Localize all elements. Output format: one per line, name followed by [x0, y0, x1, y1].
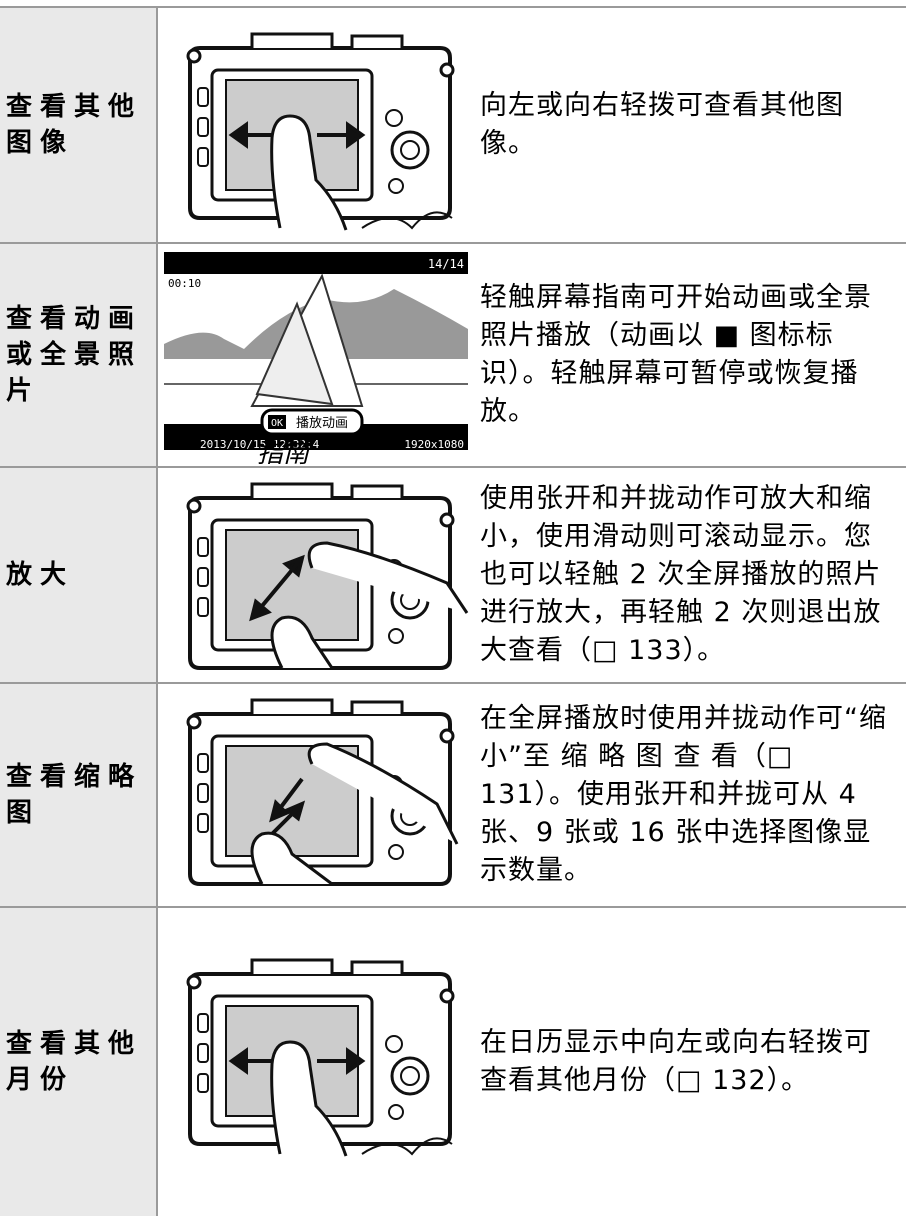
- file-number: 100-0014: [202, 427, 255, 440]
- date-time: 2013/10/15 12:32:4: [200, 438, 320, 451]
- row-description: 向左或向右轻拨可查看其他图像。: [480, 90, 844, 159]
- row-description: 在日历显示中向左或向右轻拨可查看其他月份（□ 132）。: [480, 1027, 872, 1096]
- table-row: 查看动画或全景照片 OK 播放动画 14/14 00:10 100-0014 2…: [0, 242, 906, 469]
- camera-illustration: [186, 32, 455, 232]
- table-row: 查看缩略图 在全屏播放时使用并拢动作可“缩 小”至 缩 略 图 查 看（□ 13…: [0, 682, 906, 906]
- table-row: 放大 使用张开和并拢动作可放大和缩小，使用滑动则可滚动显示。您也可以轻触 2 次…: [0, 466, 906, 682]
- guide-button: 播放动画: [296, 416, 348, 431]
- frame-number: 14/14: [428, 257, 464, 271]
- row-label: 查看其他图像: [6, 92, 143, 158]
- row-description: 轻触屏幕指南可开始动画或全景照片播放（动画以 ■ 图标标识）。轻触屏幕可暂停或恢…: [480, 282, 872, 427]
- movie-format: 1080/60p: [411, 427, 464, 440]
- row-description: 在全屏播放时使用并拢动作可“缩 小”至 缩 略 图 查 看（□ 131）。使用张…: [480, 703, 887, 886]
- row-description: 使用张开和并拢动作可放大和缩小，使用滑动则可滚动显示。您也可以轻触 2 次全屏播…: [480, 483, 882, 666]
- movie-time: 00:10: [168, 277, 201, 290]
- row-label: 查看缩略图: [6, 762, 143, 828]
- table-row: 查看其他图像 向左或向右轻拨可查看其他图像。: [0, 6, 906, 242]
- table-row: 查看其他月份 在日历显示中向左或向右轻拨可查看其他月份（□ 132）。: [0, 906, 906, 1216]
- row-label: 查看动画或全景照片: [6, 304, 143, 406]
- row-label: 放大: [6, 560, 75, 590]
- camera-illustration: [186, 958, 455, 1158]
- playback-screen: OK 播放动画 14/14 00:10 100-0014 2013/10/15 …: [164, 252, 468, 469]
- camera-illustration: [186, 482, 469, 670]
- camera-illustration: [186, 698, 459, 886]
- image-size: 1920x1080: [404, 438, 464, 451]
- row-label: 查看其他月份: [6, 1029, 143, 1095]
- caption: 指南: [257, 439, 313, 466]
- ok-icon: OK: [271, 418, 283, 429]
